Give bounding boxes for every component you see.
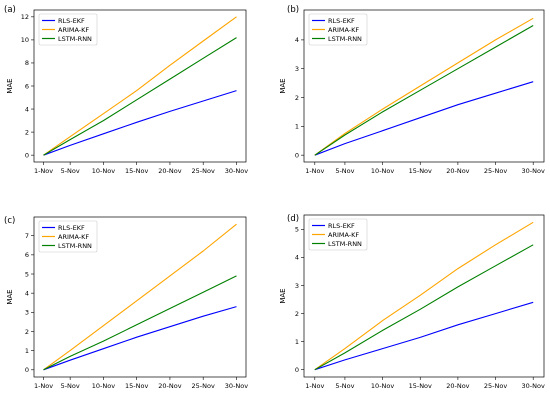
y-tick-label: 1 xyxy=(25,347,29,355)
panel-label: (b) xyxy=(287,5,299,15)
x-tick-label: 1-Nov xyxy=(305,167,324,175)
x-tick-label: 30-Nov xyxy=(522,382,545,390)
x-tick-label: 10-Nov xyxy=(371,382,394,390)
x-tick-label: 30-Nov xyxy=(225,382,248,390)
y-tick-label: 1 xyxy=(295,123,299,131)
legend-label-rls-ekf: RLS-EKF xyxy=(328,17,355,25)
y-tick-label: 10 xyxy=(21,36,29,44)
x-tick-label: 10-Nov xyxy=(371,167,394,175)
x-tick-label: 15-Nov xyxy=(409,167,432,175)
x-tick-label: 25-Nov xyxy=(484,382,507,390)
y-tick-label: 6 xyxy=(25,251,29,259)
x-tick-label: 5-Nov xyxy=(61,382,80,390)
legend-label-arima-kf: ARIMA-KF xyxy=(328,26,359,34)
x-tick-label: 1-Nov xyxy=(34,382,53,390)
y-tick-label: 3 xyxy=(25,309,29,317)
y-tick-label: 4 xyxy=(25,105,29,113)
x-tick-label: 5-Nov xyxy=(61,167,80,175)
series-line-rls-ekf xyxy=(43,306,237,371)
y-tick-label: 3 xyxy=(295,65,299,73)
x-tick-label: 1-Nov xyxy=(34,167,53,175)
series-line-lstm-rnn xyxy=(43,275,237,371)
x-tick-label: 15-Nov xyxy=(125,382,148,390)
y-tick-label: 2 xyxy=(295,94,299,102)
y-axis-label: MAE xyxy=(6,78,14,93)
x-tick-label: 20-Nov xyxy=(158,382,181,390)
series-line-rls-ekf xyxy=(314,301,534,371)
x-tick-label: 10-Nov xyxy=(92,382,115,390)
y-tick-label: 8 xyxy=(25,59,29,67)
x-tick-label: 5-Nov xyxy=(335,382,354,390)
legend-box xyxy=(38,220,98,253)
legend-box xyxy=(308,218,368,251)
x-tick-label: 15-Nov xyxy=(125,167,148,175)
legend-label-rls-ekf: RLS-EKF xyxy=(58,224,85,232)
legend-box xyxy=(308,13,368,46)
y-tick-label: 0 xyxy=(25,151,29,159)
chart-panel-3: (c) MAE 0 1 2 3 4 5 6 7 1-Nov 5-Nov 10-Nov 15-Nov 20-N… xyxy=(4,216,248,390)
x-tick-label: 20-Nov xyxy=(446,382,469,390)
y-tick-label: 0 xyxy=(295,151,299,159)
x-tick-label: 5-Nov xyxy=(335,167,354,175)
y-axis-label: MAE xyxy=(279,288,287,303)
x-tick-label: 20-Nov xyxy=(158,167,181,175)
series-line-lstm-rnn xyxy=(43,37,237,156)
y-tick-label: 6 xyxy=(25,82,29,90)
x-tick-label: 10-Nov xyxy=(92,167,115,175)
x-tick-label: 25-Nov xyxy=(192,382,215,390)
y-tick-label: 5 xyxy=(295,226,299,234)
y-tick-label: 12 xyxy=(21,13,29,21)
plot-frame xyxy=(33,216,247,378)
legend-label-arima-kf: ARIMA-KF xyxy=(58,26,89,34)
y-tick-label: 4 xyxy=(295,36,299,44)
series-line-lstm-rnn xyxy=(314,25,534,156)
legend-label-lstm-rnn: LSTM-RNN xyxy=(328,240,362,248)
y-tick-label: 2 xyxy=(295,310,299,318)
legend-label-lstm-rnn: LSTM-RNN xyxy=(58,242,92,250)
series-line-rls-ekf xyxy=(314,81,534,156)
chart-panel-2: (b) MAE 0 1 2 3 4 1-Nov 5-Nov 10-Nov 15-Nov 20-Nov 2… xyxy=(279,5,545,175)
legend-label-rls-ekf: RLS-EKF xyxy=(328,222,355,230)
y-tick-label: 4 xyxy=(295,254,299,262)
x-tick-label: 25-Nov xyxy=(484,167,507,175)
y-tick-label: 2 xyxy=(25,128,29,136)
legend-box xyxy=(38,13,98,46)
y-axis-label: MAE xyxy=(6,289,14,304)
y-tick-label: 1 xyxy=(295,338,299,346)
y-tick-label: 5 xyxy=(25,270,29,278)
y-tick-label: 7 xyxy=(25,232,29,240)
series-line-arima-kf xyxy=(43,223,237,371)
legend-label-arima-kf: ARIMA-KF xyxy=(328,231,359,239)
x-tick-label: 30-Nov xyxy=(225,167,248,175)
y-tick-label: 2 xyxy=(25,328,29,336)
panel-label: (c) xyxy=(4,216,15,226)
y-axis-label: MAE xyxy=(279,78,287,93)
x-tick-label: 1-Nov xyxy=(305,382,324,390)
legend-label-lstm-rnn: LSTM-RNN xyxy=(328,35,362,43)
series-line-lstm-rnn xyxy=(314,244,534,371)
legend-label-rls-ekf: RLS-EKF xyxy=(58,17,85,25)
y-tick-label: 0 xyxy=(295,366,299,374)
plot-frame xyxy=(303,9,545,163)
panel-label: (d) xyxy=(287,214,299,224)
chart-panel-4: (d) MAE 0 1 2 3 4 5 1-Nov 5-Nov 10-Nov 15-Nov 20-Nov… xyxy=(279,214,545,390)
legend-label-lstm-rnn: LSTM-RNN xyxy=(58,35,92,43)
x-tick-label: 30-Nov xyxy=(522,167,545,175)
x-tick-label: 25-Nov xyxy=(192,167,215,175)
y-tick-label: 4 xyxy=(25,289,29,297)
chart-panel-1: (a) MAE 0 2 4 6 8 10 12 1-Nov 5-Nov 10-Nov 15-Nov 20-… xyxy=(4,5,248,175)
series-line-arima-kf xyxy=(314,17,534,156)
series-line-arima-kf xyxy=(43,16,237,156)
y-tick-label: 3 xyxy=(295,282,299,290)
panel-label: (a) xyxy=(4,5,16,15)
legend-label-arima-kf: ARIMA-KF xyxy=(58,233,89,241)
y-tick-label: 0 xyxy=(25,366,29,374)
series-line-arima-kf xyxy=(314,221,534,371)
x-tick-label: 15-Nov xyxy=(409,382,432,390)
series-line-rls-ekf xyxy=(43,90,237,156)
x-tick-label: 20-Nov xyxy=(446,167,469,175)
plot-frame xyxy=(303,214,545,378)
